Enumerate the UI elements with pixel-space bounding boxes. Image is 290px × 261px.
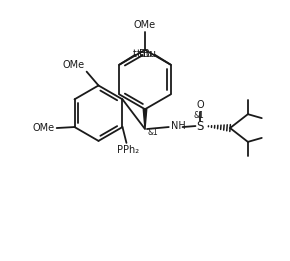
- Text: OMe: OMe: [32, 123, 55, 133]
- Text: OMe: OMe: [134, 20, 156, 30]
- Text: O: O: [197, 100, 204, 110]
- Polygon shape: [143, 109, 147, 129]
- Text: &1: &1: [148, 128, 159, 137]
- Text: OMe: OMe: [63, 60, 85, 70]
- Text: t-Bu: t-Bu: [133, 49, 153, 59]
- Text: PPh₂: PPh₂: [117, 145, 139, 155]
- Text: &1: &1: [193, 111, 204, 120]
- Text: t-Bu: t-Bu: [137, 49, 157, 59]
- Text: S: S: [197, 120, 204, 133]
- Text: NH: NH: [171, 121, 186, 131]
